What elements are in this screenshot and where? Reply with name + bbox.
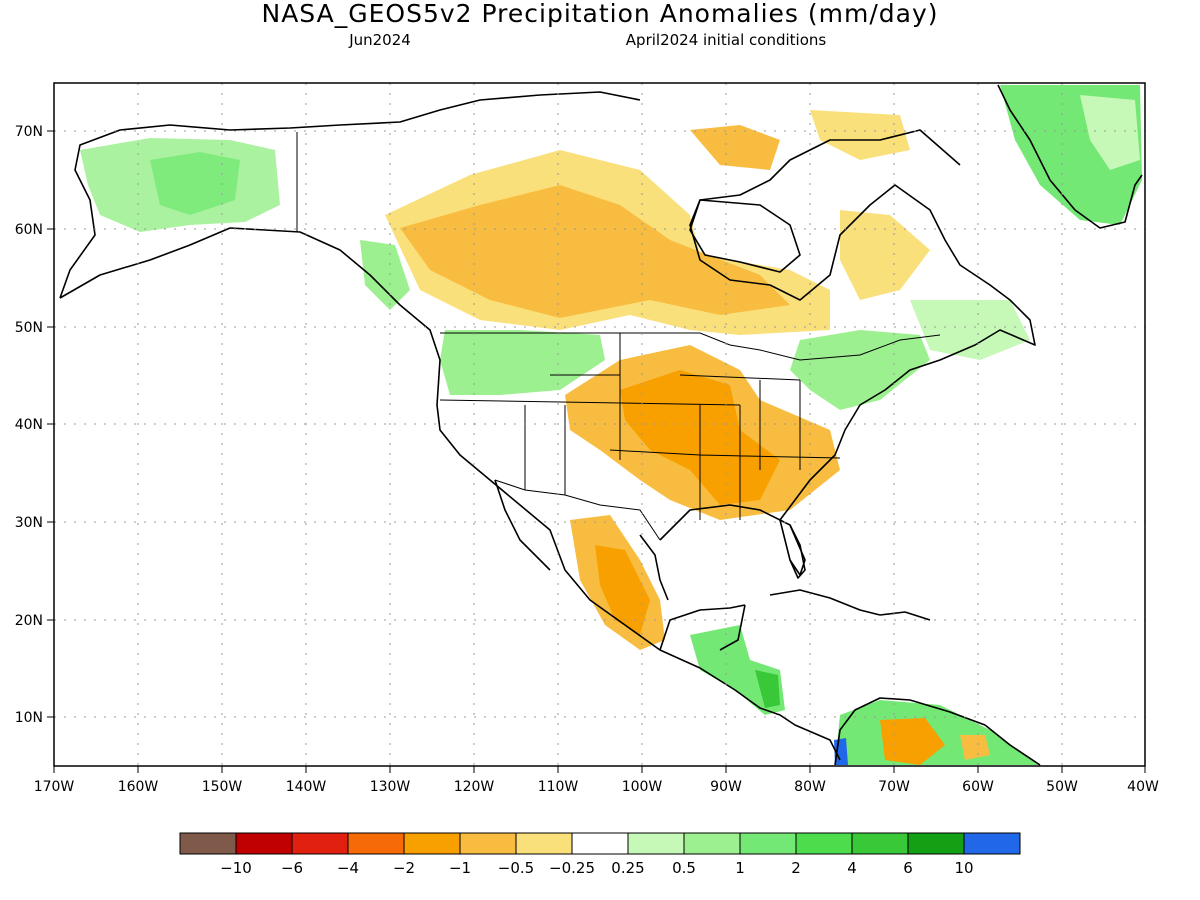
lat-tick-labels: 10N 20N 30N 40N 50N 60N 70N (15, 124, 43, 726)
colorbar-label: −1 (449, 859, 471, 877)
lon-tick-label: 100W (622, 779, 663, 795)
anomaly-field (80, 85, 1142, 765)
lat-tick-label: 10N (15, 710, 43, 726)
colorbar-label: −0.25 (549, 859, 595, 877)
lat-tick-label: 60N (15, 222, 43, 238)
anomaly-greenland-light (1080, 95, 1140, 170)
grid-lines (54, 83, 1145, 766)
colorbar-label: −10 (220, 859, 252, 877)
border-us-mexico (494, 479, 661, 541)
anomaly-ne-wet (790, 330, 930, 410)
lon-tick-label: 50W (1046, 779, 1078, 795)
colorbar-swatches (179, 832, 1021, 855)
coastline-cuba (769, 589, 881, 616)
coastline-hudson-bay (689, 199, 801, 273)
colorbar-label: −0.5 (498, 859, 534, 877)
lat-tick-label: 30N (15, 515, 43, 531)
anomaly-quebec-dry (840, 210, 930, 300)
colorbar-swatch (907, 832, 965, 855)
border-states (439, 333, 841, 520)
anomaly-sa-dry-east (960, 735, 990, 760)
colorbar-swatch (459, 832, 517, 855)
anomaly-mexico-dry-core (595, 545, 650, 635)
colorbar-swatch (683, 832, 741, 855)
lat-tick-label: 40N (15, 417, 43, 433)
anomaly-arctic-dry (810, 110, 910, 160)
lon-tick-label: 110W (538, 779, 579, 795)
coastline-florida (789, 524, 806, 579)
anomaly-sa-dry (880, 718, 945, 765)
lon-tick-label: 170W (34, 779, 75, 795)
map-title: NASA_GEOS5v2 Precipitation Anomalies (mm… (262, 0, 939, 28)
lon-tick-label: 70W (878, 779, 910, 795)
lon-tick-label: 60W (962, 779, 994, 795)
colorbar-labels: −10 −6 −4 −2 −1 −0.5 −0.25 0.25 0.5 1 2 4 6 10 (220, 859, 973, 877)
plot-area: 170W 160W 150W 140W 130W 120W 110W 100W … (15, 82, 1159, 795)
political-borders (296, 132, 941, 541)
colorbar-swatch (963, 832, 1021, 855)
lon-tick-labels: 170W 160W 150W 140W 130W 120W 110W 100W … (34, 779, 1159, 795)
coastline-baja (494, 479, 551, 571)
lat-tick-label: 20N (15, 613, 43, 629)
anomaly-canada-dry-core (400, 185, 790, 318)
colorbar-label: −2 (393, 859, 415, 877)
map-subtitle-init: April2024 initial conditions (626, 31, 827, 49)
lon-tick-label: 40W (1127, 779, 1159, 795)
lon-tick-label: 130W (370, 779, 411, 795)
colorbar-swatch (291, 832, 349, 855)
border-us-canada (440, 332, 941, 361)
colorbar-swatch (403, 832, 461, 855)
coastline-hispaniola (879, 611, 931, 621)
lon-tick-label: 90W (710, 779, 742, 795)
lat-tick-label: 50N (15, 320, 43, 336)
colorbar-swatch (235, 832, 293, 855)
colorbar-label: 1 (735, 859, 745, 877)
colorbar-swatch (347, 832, 405, 855)
colorbar-swatch (851, 832, 909, 855)
colorbar-label: 2 (791, 859, 801, 877)
colorbar-swatch (179, 832, 237, 855)
lon-tick-label: 120W (454, 779, 495, 795)
colorbar-label: 0.25 (611, 859, 644, 877)
colorbar-label: 4 (847, 859, 857, 877)
colorbar-swatch (739, 832, 797, 855)
lon-tick-label: 150W (202, 779, 243, 795)
colorbar-label: 6 (903, 859, 913, 877)
coastline-greenland (997, 84, 1143, 229)
colorbar: −10 −6 −4 −2 −1 −0.5 −0.25 0.25 0.5 1 2 4 6 10 (179, 832, 1021, 877)
anomaly-canada-north-dry (690, 125, 780, 170)
lat-tick-label: 70N (15, 124, 43, 140)
colorbar-swatch (795, 832, 853, 855)
coastlines (59, 84, 1143, 766)
anomaly-bc-wet (360, 240, 410, 310)
map-subtitle-month: Jun2024 (348, 31, 411, 49)
lon-tick-label: 80W (794, 779, 826, 795)
coastline-alaska-north (59, 91, 641, 299)
colorbar-swatch (571, 832, 629, 855)
coastline-south-america (834, 697, 1041, 766)
colorbar-label: 0.5 (672, 859, 696, 877)
anomaly-alaska-wet-core (150, 152, 240, 215)
colorbar-swatch (515, 832, 573, 855)
anomaly-nw-wet (440, 330, 605, 395)
colorbar-label: −6 (281, 859, 303, 877)
axis-ticks (47, 130, 1146, 773)
colorbar-label: 10 (954, 859, 973, 877)
colorbar-label: −4 (337, 859, 359, 877)
coastline-north-america (59, 129, 1036, 761)
lon-tick-label: 140W (286, 779, 327, 795)
anomaly-atlantic-canada-wet (910, 300, 1030, 360)
colorbar-swatch (627, 832, 685, 855)
lon-tick-label: 160W (118, 779, 159, 795)
anomaly-central-america-core (755, 670, 780, 708)
